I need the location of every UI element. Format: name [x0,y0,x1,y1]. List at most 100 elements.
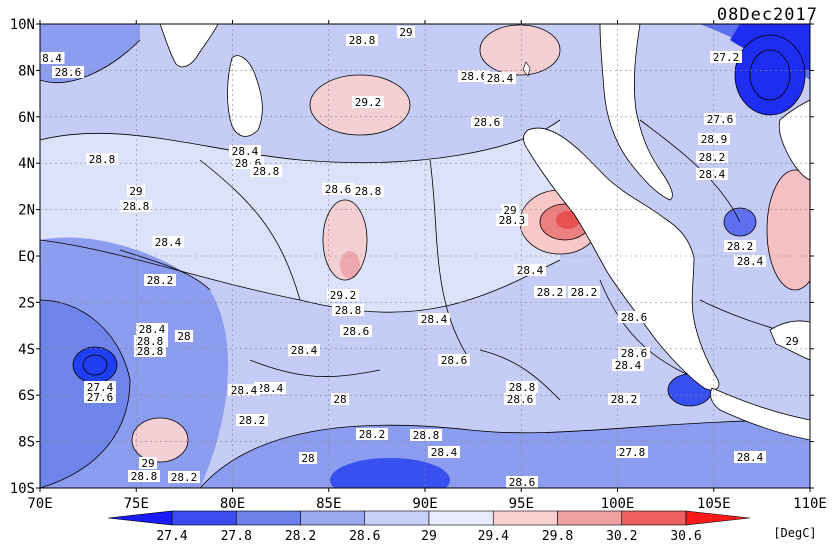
lat-tick-label: 10S [10,481,35,497]
contour-label: 28.6 [509,476,536,489]
contour-label: 28.2 [611,393,638,406]
land-east [778,99,810,181]
sst-warm-east [767,170,810,290]
sst-cold-spot-northeast [735,35,805,115]
contour-label: 28.4 [257,382,284,395]
contour-label: 27.4 [87,381,114,394]
contour-label: 28.4 [737,451,764,464]
colorbar-label: 28.2 [285,529,316,544]
colorbar-label: 28.6 [349,529,380,544]
colorbar-over-triangle [685,510,751,526]
contour-label-bg [322,183,354,195]
lat-tick-label: 2N [18,203,35,219]
lat-tick-label: 10N [10,17,35,33]
contour-label-bg [458,70,490,82]
contour-label: 28.2 [571,286,598,299]
contour-label-bg [236,414,268,426]
contour-label: 28.6 [621,347,648,360]
contour-label: 28.8 [509,381,536,394]
lon-tick-label: 105E [697,496,731,512]
land-malay-peninsula [599,24,673,201]
contour-label-bg [696,151,728,163]
contour-label-bg [228,384,260,396]
contour-label: 28.2 [699,151,726,164]
contour-label-bg [40,52,65,64]
contour-label: 28.4 [431,446,458,459]
contour-label-bg [418,313,450,325]
lat-tick-label: 4N [18,156,35,172]
contour-label-bg [332,304,364,316]
land-island [522,61,531,77]
sst-warm-south [132,418,188,462]
contour-label-bg [288,344,320,356]
contour-label: 28.6 [325,183,352,196]
contour-label-bg [346,34,378,46]
contour-label-bg [618,347,650,359]
contour-label-bg [734,255,766,267]
contour-label-bg [86,153,118,165]
contour-label: 8.4 [42,52,62,65]
lon-tick-label: 75E [124,496,149,512]
colorbar-segment [300,510,366,526]
contour-label: 28.4 [699,168,726,181]
contour-label: 28.4 [615,359,642,372]
colorbar-label: 27.4 [156,529,187,544]
contour-label: 28.2 [537,286,564,299]
contour-label: 28 [301,452,314,465]
colorbar-label: 29.8 [542,529,573,544]
contour-label: 29 [129,185,142,198]
contour-label-bg [136,323,168,335]
contour-label: 28.8 [349,34,376,47]
contour-label: 28.6 [507,393,534,406]
contour-label-bg [139,457,157,469]
contour-label: 28.6 [474,116,501,129]
contour-label-bg [616,446,648,458]
lat-tick-label: 6N [18,110,35,126]
contour-label-bg [471,116,503,128]
contour-label: 29 [503,204,516,217]
colorbar-segment [492,510,558,526]
contour-label: 27.8 [619,446,646,459]
contour-label-bg [352,96,384,108]
contour-label: 28.8 [335,304,362,317]
contour-label: 28.8 [123,200,150,213]
contour-label: 28.4 [487,72,514,85]
colorbar-units: [DegC] [773,526,816,540]
lon-tick-label: 90E [412,496,437,512]
sst-cold-spot-south [330,458,450,488]
contour-label: 29.2 [330,289,357,302]
sst-cold-spot-west [73,347,117,383]
contour-label-bg [175,330,193,342]
contour-label: 28.8 [131,470,158,483]
contour-label: 28.4 [291,344,318,357]
contour-label-bg [724,240,756,252]
contour-label-bg [506,381,538,393]
contour-label-bg [783,335,801,347]
contour-label: 28.2 [239,414,266,427]
contour-label-bg [134,335,166,347]
contour-label-bg [84,391,116,403]
colorbar-label: 27.8 [221,529,252,544]
contour-label: 28.2 [359,428,386,441]
lat-tick-label: 8S [18,435,35,451]
contour-label: 28.8 [413,429,440,442]
contour-label: 28.6 [55,66,82,79]
contour-label: 28.8 [137,345,164,358]
contour-label-bg [496,214,528,226]
colorbar-under-triangle [107,510,173,526]
contour-label: 28.6 [461,70,488,83]
contour-label-bg [356,428,388,440]
contour-label: 28.4 [139,323,166,336]
lon-tick-label: 80E [220,496,245,512]
contour-label-bg [397,26,415,38]
contour-label: 29.2 [355,96,382,109]
colorbar-label: 30.2 [606,529,637,544]
contour-label-bg [84,381,116,393]
colorbar-segment [428,510,494,526]
contour-label-bg [501,204,519,216]
contour-label: 27.2 [713,51,740,64]
contour-label-bg [734,451,766,463]
contour-label: 28 [177,330,190,343]
